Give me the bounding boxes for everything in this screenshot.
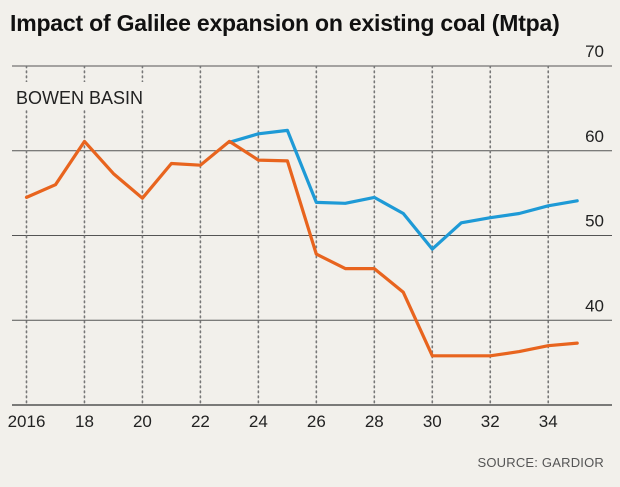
- y-tick-label-40: 40: [585, 296, 604, 315]
- chart-title: Impact of Galilee expansion on existing …: [10, 10, 560, 36]
- y-tick-label-70: 70: [585, 42, 604, 61]
- series-line-1: [24, 139, 579, 358]
- series-line-0: [227, 128, 579, 251]
- x-tick-label-26: 26: [307, 412, 326, 431]
- y-tick-label-50: 50: [585, 212, 604, 231]
- x-tick-label-2016: 2016: [8, 412, 46, 431]
- x-tick-label-20: 20: [133, 412, 152, 431]
- chart-subtitle: BOWEN BASIN: [16, 88, 143, 108]
- subtitle-backdrop: [14, 82, 148, 110]
- x-tick-label-22: 22: [191, 412, 210, 431]
- y-tick-label-60: 60: [585, 127, 604, 146]
- x-tick-label-34: 34: [539, 412, 558, 431]
- source-note: SOURCE: GARDIOR: [477, 455, 604, 470]
- x-tick-label-18: 18: [75, 412, 94, 431]
- x-tick-label-32: 32: [481, 412, 500, 431]
- x-tick-label-24: 24: [249, 412, 268, 431]
- x-tick-label-30: 30: [423, 412, 442, 431]
- x-tick-label-28: 28: [365, 412, 384, 431]
